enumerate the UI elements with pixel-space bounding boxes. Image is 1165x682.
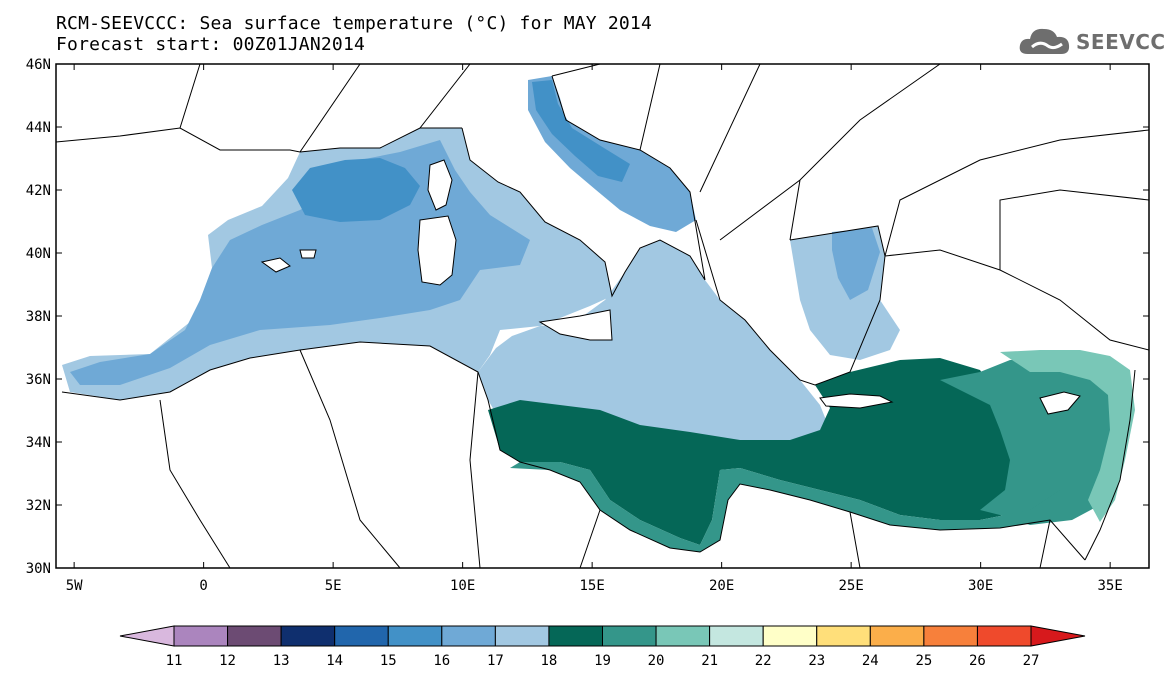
colorbar-label: 17 bbox=[487, 653, 504, 669]
lat-label: 38N bbox=[26, 309, 51, 325]
colorbar-swatch bbox=[762, 625, 818, 647]
colorbar-swatch bbox=[602, 625, 657, 647]
colorbar-label: 19 bbox=[594, 653, 611, 669]
colorbar-label: 25 bbox=[915, 653, 932, 669]
lat-label: 44N bbox=[26, 120, 51, 136]
colorbar-swatch bbox=[655, 625, 711, 647]
coast-levant bbox=[1084, 369, 1136, 561]
lat-label: 32N bbox=[26, 498, 51, 514]
sea-african-coast-20 bbox=[510, 462, 1070, 552]
lat-label: 34N bbox=[26, 435, 51, 451]
colorbar-label: 27 bbox=[1023, 653, 1040, 669]
land-sardinia bbox=[417, 215, 457, 286]
sea-levantine-21 bbox=[1000, 350, 1135, 522]
lon-label: 10E bbox=[450, 578, 475, 594]
colorbar-swatch bbox=[869, 625, 925, 647]
colorbar-swatch bbox=[923, 625, 978, 647]
lon-label: 5E bbox=[325, 578, 342, 594]
lon-label: 25E bbox=[838, 578, 863, 594]
lat-axis: 46N 44N 42N 40N 38N 36N 34N 32N 30N bbox=[26, 57, 1149, 577]
colorbar-label: 12 bbox=[219, 653, 236, 669]
colorbar-label: 24 bbox=[862, 653, 879, 669]
land-balearics bbox=[260, 257, 291, 273]
colorbar-swatch bbox=[976, 625, 1032, 647]
colorbar-label: 14 bbox=[326, 653, 343, 669]
colorbar-label: 13 bbox=[273, 653, 290, 669]
lat-label: 30N bbox=[26, 561, 51, 577]
coast-iberia-france bbox=[56, 127, 462, 153]
seevccc-logo: SEEVCCC bbox=[1018, 24, 1165, 60]
sea-southern-19 bbox=[488, 358, 1060, 545]
colorbar-swatch bbox=[387, 625, 443, 647]
colorbar-swatch bbox=[334, 625, 389, 647]
lon-label: 15E bbox=[579, 578, 604, 594]
borders-africa bbox=[159, 349, 1051, 568]
land-crete bbox=[819, 393, 894, 409]
sea-band-16-west bbox=[70, 140, 530, 385]
colorbar-swatch bbox=[280, 625, 336, 647]
land-sicily bbox=[538, 309, 613, 341]
lon-label: 0 bbox=[199, 578, 207, 594]
colorbar-swatch bbox=[816, 625, 871, 647]
colorbar-label: 20 bbox=[648, 653, 665, 669]
colorbar-label: 22 bbox=[755, 653, 772, 669]
colorbar-label: 11 bbox=[166, 653, 183, 669]
map-subtitle: Forecast start: 00Z01JAN2014 bbox=[56, 34, 366, 55]
borders-europe bbox=[179, 64, 1149, 270]
lon-label: 30E bbox=[968, 578, 993, 594]
colorbar-swatch bbox=[548, 625, 603, 647]
colorbar-swatch bbox=[709, 625, 764, 647]
colorbar-swatch bbox=[441, 625, 496, 647]
colorbar-label: 18 bbox=[541, 653, 558, 669]
colorbar-legend: 11 12 13 14 15 16 17 18 19 20 21 22 23 24 25 26 27 bbox=[119, 625, 1086, 669]
coast-turkey bbox=[884, 249, 1149, 351]
lat-label: 42N bbox=[26, 183, 51, 199]
lat-label: 46N bbox=[26, 57, 51, 73]
lon-label: 20E bbox=[709, 578, 734, 594]
cloud-icon bbox=[1019, 28, 1070, 54]
lat-label: 40N bbox=[26, 246, 51, 262]
colorbar-swatch bbox=[227, 625, 282, 647]
colorbar-label: 23 bbox=[808, 653, 825, 669]
colorbar-low-arrow bbox=[119, 625, 175, 647]
logo-text: SEEVCCC bbox=[1076, 30, 1165, 54]
lat-label: 36N bbox=[26, 372, 51, 388]
map-title: RCM-SEEVCCC: Sea surface temperature (°C… bbox=[56, 13, 652, 34]
colorbar-label: 26 bbox=[969, 653, 986, 669]
land-corsica bbox=[427, 159, 453, 211]
colorbar-label: 15 bbox=[380, 653, 397, 669]
land-mallorca-small bbox=[299, 249, 317, 259]
colorbar-label: 21 bbox=[701, 653, 718, 669]
colorbar-high-arrow bbox=[1030, 625, 1086, 647]
colorbar-swatch bbox=[173, 625, 229, 647]
sea-band-15-west bbox=[292, 158, 420, 222]
colorbar-swatch bbox=[494, 625, 550, 647]
colorbar-label: 16 bbox=[433, 653, 450, 669]
land-cyprus bbox=[1039, 391, 1081, 415]
lon-label: 35E bbox=[1098, 578, 1123, 594]
lon-axis: 5W 0 5E 10E 15E 20E 25E 30E 35E bbox=[66, 64, 1123, 594]
sea-aegean-16 bbox=[832, 228, 880, 300]
lon-label: 5W bbox=[66, 578, 83, 594]
sea-adriatic-15 bbox=[532, 80, 630, 182]
sea-central-med bbox=[478, 240, 830, 450]
